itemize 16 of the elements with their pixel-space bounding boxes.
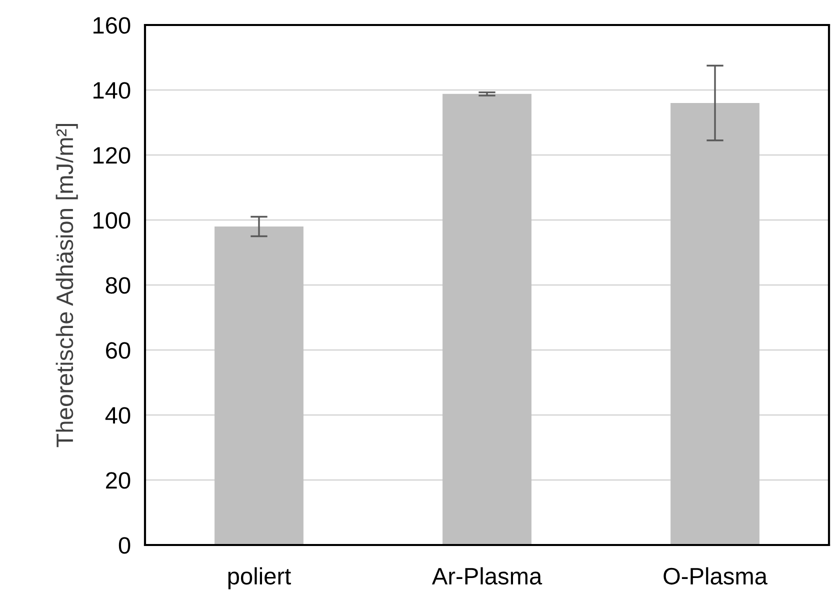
x-tick-label: O-Plasma (664, 567, 768, 585)
bar (214, 226, 304, 545)
bar (442, 94, 532, 545)
y-tick-label: 140 (94, 82, 130, 99)
y-tick-label: 160 (94, 17, 130, 34)
y-tick-label: 100 (94, 212, 130, 229)
x-tick-label: poliert (228, 567, 291, 590)
y-tick-label: 40 (105, 407, 130, 424)
y-tick-label: 0 (118, 537, 130, 554)
y-tick-label: 20 (106, 472, 130, 489)
y-tick-label: 80 (106, 277, 130, 294)
y-tick-label: 60 (106, 342, 130, 359)
x-tick-label: Ar-Plasma (432, 567, 542, 585)
y-axis-title: Theoretische Adhäsion [mJ/m²] (56, 124, 78, 448)
y-tick-label: 120 (94, 147, 130, 164)
bar (670, 103, 760, 545)
